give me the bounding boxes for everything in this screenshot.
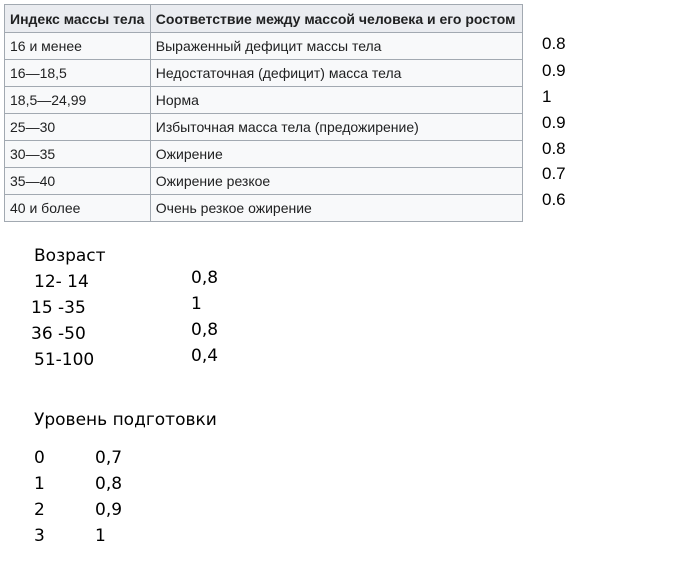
training-level: 3 [34, 526, 45, 546]
bmi-coefficient: 0.9 [542, 61, 566, 80]
table-row: 40 и более Очень резкое ожирение [4, 194, 524, 222]
table-row: 35—40 Ожирение резкое [4, 167, 524, 195]
age-value: 0,4 [191, 346, 219, 366]
bmi-range-cell: 35—40 [4, 167, 151, 195]
age-value: 1 [191, 294, 202, 314]
table-header-row: Индекс массы тела Соответствие между мас… [4, 4, 524, 33]
bmi-coefficient: 0.7 [542, 164, 566, 183]
bmi-description-cell: Очень резкое ожирение [149, 194, 524, 222]
table-row: 25—30 Избыточная масса тела (предожирени… [4, 113, 524, 141]
header-bmi-index: Индекс массы тела [4, 4, 151, 33]
bmi-description-cell: Ожирение [149, 140, 524, 168]
table-row: 16 и менее Выраженный дефицит массы тела [4, 32, 524, 60]
age-range: 12- 14 [34, 272, 89, 292]
bmi-coefficient: 0.8 [542, 139, 566, 158]
bmi-description-cell: Выраженный дефицит массы тела [149, 32, 524, 60]
bmi-range-cell: 40 и более [4, 194, 151, 222]
training-value: 0,8 [95, 474, 123, 494]
training-value: 0,7 [95, 448, 123, 468]
table-row: 30—35 Ожирение [4, 140, 524, 168]
age-value: 0,8 [191, 320, 219, 340]
training-value: 0,9 [95, 500, 123, 520]
age-title: Возраст [34, 246, 106, 266]
bmi-coefficient: 0.6 [542, 190, 566, 209]
bmi-coefficient: 1 [542, 87, 552, 106]
bmi-description-cell: Избыточная масса тела (предожирение) [149, 113, 524, 141]
table-row: 18,5—24,99 Норма [4, 86, 524, 114]
bmi-coefficient: 0.8 [542, 34, 566, 53]
bmi-description-cell: Недостаточная (дефицит) масса тела [149, 59, 524, 87]
bmi-table: Индекс массы тела Соответствие между мас… [4, 4, 524, 222]
bmi-description-cell: Ожирение резкое [149, 167, 524, 195]
table-row: 16—18,5 Недостаточная (дефицит) масса те… [4, 59, 524, 87]
bmi-range-cell: 25—30 [4, 113, 151, 141]
bmi-range-cell: 18,5—24,99 [4, 86, 151, 114]
bmi-range-cell: 16—18,5 [4, 59, 151, 87]
training-level: 1 [34, 474, 45, 494]
bmi-coefficient: 0.9 [542, 113, 566, 132]
age-range: 51-100 [34, 350, 95, 370]
header-correspondence: Соответствие между массой человека и его… [149, 4, 524, 33]
training-level: 0 [34, 448, 45, 468]
bmi-description-cell: Норма [149, 86, 524, 114]
bmi-range-cell: 30—35 [4, 140, 151, 168]
age-range: 36 -50 [31, 324, 86, 344]
bmi-range-cell: 16 и менее [4, 32, 151, 60]
age-range: 15 -35 [31, 298, 86, 318]
training-title: Уровень подготовки [34, 410, 217, 430]
training-level: 2 [34, 500, 45, 520]
training-value: 1 [95, 526, 106, 546]
age-value: 0,8 [191, 268, 219, 288]
